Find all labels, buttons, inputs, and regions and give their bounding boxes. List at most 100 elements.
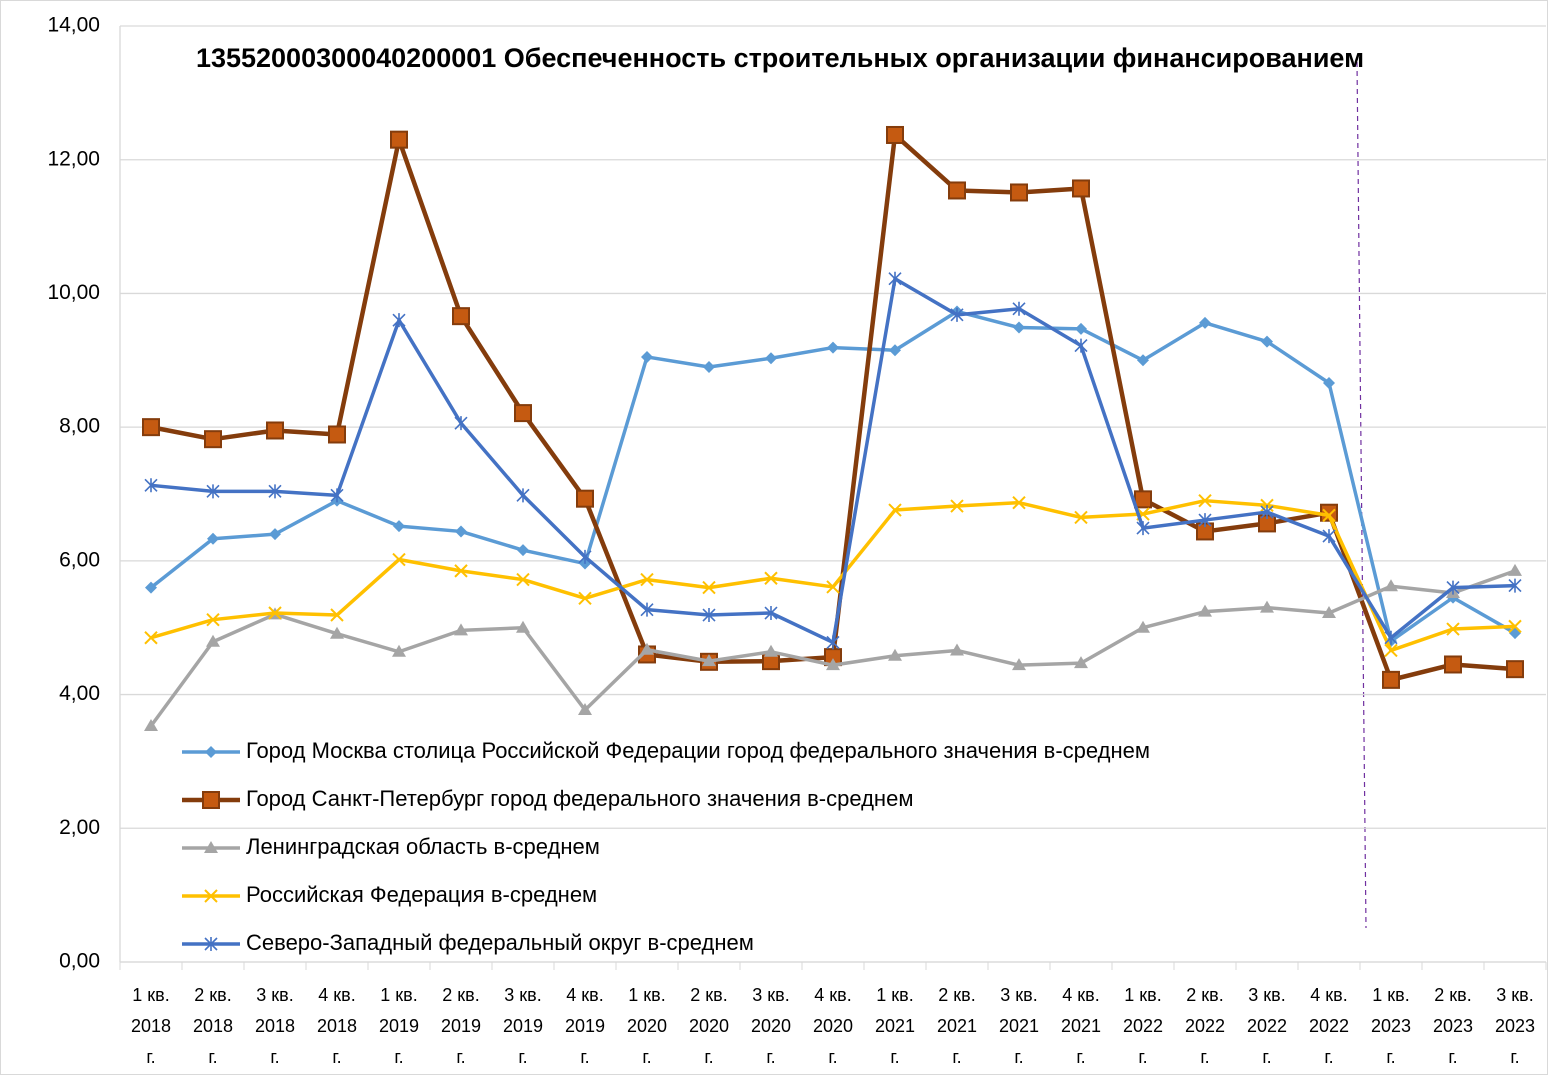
data-point (142, 418, 160, 437)
x-tick-label: 4 кв. 2018 г. (316, 985, 358, 1067)
data-point (1322, 508, 1336, 523)
data-point (207, 532, 219, 545)
data-point (1075, 322, 1087, 335)
x-tick-label: 1 кв. 2021 г. (874, 985, 916, 1067)
data-point (826, 635, 840, 650)
data-point (889, 344, 901, 357)
data-point (1506, 660, 1524, 679)
data-point (144, 478, 158, 493)
x-tick-label: 2 кв. 2021 г. (936, 985, 978, 1067)
data-point (764, 644, 778, 657)
data-point (950, 643, 964, 656)
data-point (516, 488, 530, 503)
data-point (266, 421, 284, 440)
data-point (1199, 316, 1211, 329)
data-point (1384, 643, 1398, 658)
data-point (1074, 338, 1088, 353)
data-point (206, 484, 220, 499)
data-point (886, 125, 904, 144)
data-point (765, 352, 777, 365)
data-point (950, 499, 964, 513)
data-point (1198, 493, 1212, 508)
data-point (454, 564, 468, 578)
data-point (206, 612, 220, 627)
legend-label: Город Санкт-Петербург город федерального… (246, 786, 913, 811)
x-tick-label: 1 кв. 2023 г. (1370, 985, 1412, 1067)
x-tick-label: 3 кв. 2022 г. (1246, 985, 1288, 1067)
data-point (702, 580, 716, 595)
series-line (150, 498, 1516, 653)
data-point (1072, 179, 1090, 198)
data-point (1323, 377, 1335, 390)
x-tick-label: 3 кв. 2018 г. (254, 985, 296, 1067)
x-tick-label: 2 кв. 2018 г. (192, 985, 234, 1067)
data-point (888, 648, 902, 661)
data-point (452, 307, 470, 326)
x-tick-label: 2 кв. 2019 г. (440, 985, 482, 1067)
data-point (328, 425, 346, 444)
legend-label: Северо-Западный федеральный округ в-сред… (246, 930, 754, 955)
series-line (149, 309, 1516, 643)
data-point (1134, 490, 1152, 509)
data-point (1446, 580, 1460, 595)
data-point (640, 642, 654, 655)
y-tick-label: 2,00 (59, 816, 100, 839)
data-point (144, 718, 158, 731)
legend-marker (205, 746, 217, 758)
data-point (1508, 563, 1522, 576)
data-point (1012, 301, 1026, 316)
data-point (1074, 510, 1088, 525)
legend-marker (204, 889, 218, 903)
data-point (517, 544, 529, 557)
x-tick-label: 2 кв. 2023 г. (1432, 985, 1474, 1067)
data-point (204, 430, 222, 449)
data-point (206, 634, 220, 647)
data-point (1508, 619, 1522, 634)
data-point (1260, 505, 1274, 520)
data-point (764, 606, 778, 621)
data-point (640, 602, 654, 617)
data-point (145, 581, 157, 594)
x-tick-label: 3 кв. 2019 г. (502, 985, 544, 1067)
data-point (1508, 578, 1522, 593)
divider-line (1356, 61, 1367, 929)
data-point (144, 631, 158, 645)
data-point (1444, 655, 1462, 674)
y-tick-label: 0,00 (59, 950, 100, 973)
data-point (1446, 622, 1460, 636)
data-point (393, 520, 405, 533)
data-point (826, 658, 840, 671)
x-tick-label: 3 кв. 2020 г. (750, 985, 792, 1067)
y-tick-label: 12,00 (47, 147, 100, 170)
data-point (1198, 513, 1212, 528)
x-tick-label: 4 кв. 2022 г. (1308, 985, 1350, 1067)
data-point (888, 271, 902, 286)
data-point (1384, 579, 1398, 592)
y-tick-label: 6,00 (59, 548, 100, 571)
data-point (888, 503, 902, 517)
data-point (948, 181, 966, 200)
data-point (578, 549, 592, 564)
data-point (390, 130, 408, 149)
data-point (1260, 600, 1274, 613)
x-tick-label: 2 кв. 2022 г. (1184, 985, 1226, 1067)
legend-label: Город Москва столица Российской Федераци… (246, 738, 1150, 763)
data-point (516, 572, 530, 587)
data-point (1137, 354, 1149, 367)
data-point (764, 571, 778, 585)
x-tick-label: 3 кв. 2023 г. (1494, 985, 1536, 1067)
data-point (1136, 620, 1150, 633)
data-point (1136, 521, 1150, 536)
data-point (641, 350, 653, 363)
data-point (703, 360, 715, 373)
x-tick-label: 1 кв. 2022 г. (1122, 985, 1164, 1067)
y-tick-label: 4,00 (59, 682, 100, 705)
data-point (826, 580, 840, 594)
data-point (1198, 604, 1212, 617)
y-tick-label: 8,00 (59, 415, 100, 438)
data-point (1013, 321, 1025, 334)
data-point (1074, 656, 1088, 669)
data-point (454, 623, 468, 636)
data-point (1010, 183, 1028, 202)
